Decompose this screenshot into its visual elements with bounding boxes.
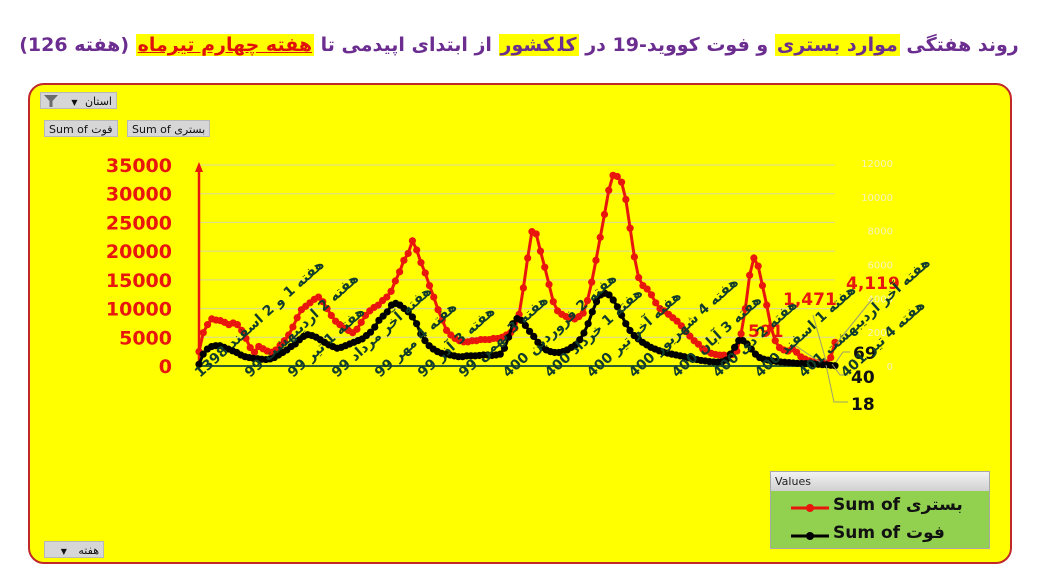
chevron-down-icon: ▼ [71,98,78,107]
sum-deaths-label: Sum of فوت [49,123,113,136]
page-title: روند هفتگی موارد بستری و فوت کووید-19 در… [0,34,1038,56]
data-label: 40 [851,368,875,388]
y-tick-label: 5000 [119,327,172,349]
title-part: و فوت کووید-19 در [578,34,775,56]
y2-tick-label: 10000 [861,193,893,204]
y-tick-label: 0 [159,356,172,378]
sum-hospitalized-field-button[interactable]: Sum of بستری [127,120,211,137]
province-filter-button[interactable]: استان ▼ [40,92,117,109]
y2-tick-label: 4000 [868,294,893,305]
legend-header: Values [771,472,989,491]
sum-hospitalized-label: Sum of بستری [132,123,206,136]
y-tick-label: 15000 [106,270,172,292]
y-tick-label: 35000 [106,155,172,177]
y-tick-label: 30000 [106,184,172,206]
title-part: (هفته 126) [19,34,136,56]
week-field-label: هفته [78,544,99,557]
week-field-button[interactable]: هفته ▼ [44,541,104,558]
black-line-marker-icon [791,527,829,540]
legend-label-hospitalized: Sum of بستری [833,495,963,515]
chart-legend: Values Sum of بستری Sum of فوت [770,471,990,549]
filter-icon [44,95,58,107]
y2-tick-label: 8000 [868,227,893,238]
title-part: روند هفتگی [899,34,1019,56]
data-label: 1,471 [783,290,837,310]
legend-item-deaths: Sum of فوت [771,519,989,547]
data-label: 69 [853,344,877,364]
title-part: موارد بستری [774,34,900,56]
data-label: 4,119 [846,274,900,294]
title-part: کشور [498,34,556,56]
y2-tick-label: 6000 [868,261,893,272]
y-tick-label: 20000 [106,241,172,263]
data-label: 18 [851,395,875,415]
chevron-down-icon: ▼ [60,547,67,556]
y-tick-label: 25000 [106,212,172,234]
title-part: کل [555,34,579,56]
y2-tick-label: 0 [887,362,893,373]
y2-tick-label: 2000 [868,328,893,339]
red-line-marker-icon [791,499,829,512]
title-part: از ابتدای اپیدمی تا [314,34,499,56]
y-tick-label: 10000 [106,299,172,321]
province-filter-label: استان [84,95,112,108]
legend-item-hospitalized: Sum of بستری [771,491,989,519]
data-label: 591 [748,322,784,342]
legend-label-deaths: Sum of فوت [833,523,945,543]
title-part: هفته چهارم تیرماه [135,34,315,56]
y2-tick-label: 12000 [861,159,893,170]
sum-deaths-field-button[interactable]: Sum of فوت [44,120,118,137]
